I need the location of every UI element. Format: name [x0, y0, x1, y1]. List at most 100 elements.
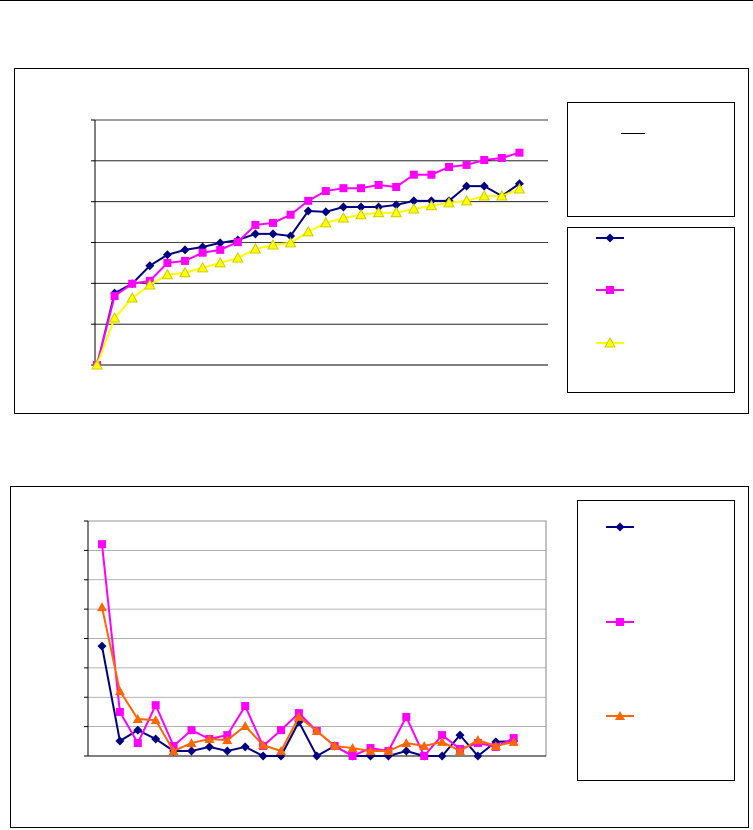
point [114, 686, 125, 696]
point [163, 258, 172, 267]
point [478, 189, 491, 201]
point [161, 268, 174, 280]
point [508, 736, 519, 746]
point [286, 210, 295, 219]
point [110, 291, 119, 300]
legend-marker [605, 233, 615, 243]
point [215, 238, 225, 248]
point [133, 725, 143, 735]
point [222, 735, 233, 745]
point [339, 184, 348, 193]
point [372, 206, 385, 218]
point [233, 238, 242, 247]
point [186, 738, 197, 748]
point [319, 216, 332, 228]
point [438, 731, 447, 740]
legend-marker [615, 711, 625, 720]
point [479, 181, 489, 191]
point [216, 245, 225, 254]
point [277, 726, 285, 735]
point [196, 261, 209, 273]
point [337, 211, 350, 223]
point [420, 752, 429, 760]
point [187, 726, 196, 735]
point [401, 746, 411, 756]
point [276, 746, 286, 756]
point [115, 736, 125, 746]
point [115, 707, 124, 716]
point [108, 312, 121, 323]
point [168, 746, 179, 756]
legend-marker [604, 336, 616, 348]
point [401, 738, 412, 748]
point [258, 751, 268, 761]
point [145, 261, 155, 271]
point [462, 160, 471, 169]
point [402, 712, 411, 721]
point [311, 726, 322, 736]
point [515, 148, 524, 157]
point [365, 746, 376, 756]
point [240, 742, 250, 752]
point [151, 701, 160, 710]
point [251, 220, 260, 229]
series-line [101, 645, 514, 758]
chart-frame [14, 68, 749, 414]
point [443, 196, 455, 208]
point [455, 730, 465, 740]
point [241, 702, 250, 711]
point [268, 229, 278, 239]
legend-marker [606, 286, 614, 294]
point [269, 218, 277, 227]
point [97, 602, 107, 612]
point [427, 170, 436, 179]
point [355, 208, 367, 220]
point [390, 206, 403, 218]
point [187, 746, 196, 756]
point [204, 733, 215, 743]
point [321, 187, 330, 196]
point [304, 196, 313, 205]
point [480, 156, 489, 165]
point [321, 207, 331, 217]
legend-box [567, 102, 735, 217]
point [214, 256, 227, 268]
legend-box [567, 227, 735, 393]
point [198, 248, 207, 257]
point [128, 279, 137, 288]
point [419, 741, 430, 751]
point [302, 225, 315, 237]
point [240, 721, 251, 731]
point [497, 153, 506, 162]
point [231, 251, 244, 263]
point [425, 199, 438, 211]
point [98, 540, 106, 549]
point [143, 278, 156, 290]
point [267, 238, 279, 250]
legend-marker [616, 618, 624, 626]
point [495, 189, 508, 201]
point [293, 711, 304, 721]
point [462, 181, 472, 191]
point [312, 751, 322, 761]
point [133, 739, 142, 748]
point [513, 182, 526, 194]
point [347, 743, 358, 753]
point [473, 751, 483, 761]
point [374, 180, 383, 189]
legend-box [577, 500, 735, 781]
point [179, 266, 191, 278]
point [472, 735, 483, 745]
point [383, 746, 394, 756]
point [250, 229, 260, 239]
point [162, 250, 172, 260]
chart-frame [10, 486, 749, 828]
point [460, 194, 473, 206]
point [286, 231, 296, 241]
point [409, 170, 418, 179]
point [284, 236, 297, 248]
point [338, 202, 348, 212]
point [356, 202, 366, 212]
point [132, 713, 143, 723]
